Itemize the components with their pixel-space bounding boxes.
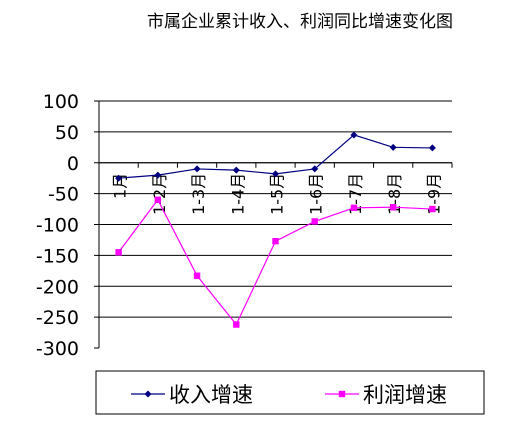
x-tick-label: 1-3月 bbox=[189, 173, 208, 215]
axes bbox=[94, 100, 453, 349]
data-point bbox=[311, 218, 318, 225]
data-point bbox=[350, 131, 358, 139]
series-line bbox=[118, 198, 433, 326]
data-point bbox=[272, 237, 279, 245]
y-tick-label: -50 bbox=[48, 184, 79, 206]
x-tick-label: 1月 bbox=[111, 173, 130, 199]
y-tick-label: -150 bbox=[36, 245, 79, 267]
y-tick-label: -300 bbox=[36, 338, 79, 360]
legend-marker bbox=[144, 390, 152, 398]
data-point bbox=[389, 143, 397, 151]
x-tick-label: 1-2月 bbox=[150, 173, 169, 215]
chart-title: 市属企业累计收入、利润同比增速变化图 bbox=[147, 12, 453, 32]
data-point bbox=[193, 165, 201, 173]
data-point bbox=[154, 196, 162, 203]
data-point bbox=[115, 249, 122, 256]
y-tick-labels: 100 50 0 -50 -100 -150 -200 -250 -300 bbox=[36, 91, 79, 360]
x-tick-label: 1-6月 bbox=[307, 173, 326, 215]
x-tick-label: 1-4月 bbox=[228, 173, 247, 215]
x-tick-label: 1-5月 bbox=[268, 173, 287, 215]
y-tick-label: -200 bbox=[36, 276, 79, 298]
y-tick-label: -100 bbox=[36, 215, 79, 237]
data-point bbox=[193, 272, 201, 279]
data-point bbox=[428, 144, 436, 152]
data-point bbox=[233, 321, 240, 328]
x-tick-labels: 1月 1-2月 1-3月 1-4月 1-5月 1-6月 1-7月 1-8月 1-9月 bbox=[111, 173, 444, 215]
legend-label: 利润增速 bbox=[363, 383, 447, 407]
legend-label: 收入增速 bbox=[169, 383, 253, 407]
series-group bbox=[115, 131, 436, 328]
x-tick-label: 1-9月 bbox=[424, 173, 443, 215]
data-point bbox=[115, 174, 123, 182]
data-point bbox=[429, 205, 436, 213]
data-point bbox=[389, 204, 397, 211]
legend-marker bbox=[338, 390, 346, 398]
y-tick-label: 50 bbox=[55, 122, 79, 144]
data-point bbox=[311, 165, 319, 173]
data-point bbox=[350, 204, 358, 212]
data-point bbox=[154, 171, 162, 179]
y-tick-label: 100 bbox=[43, 91, 79, 113]
y-tick-label: -250 bbox=[36, 307, 79, 329]
x-tick-label: 1-7月 bbox=[346, 173, 365, 215]
x-tick-label: 1-8月 bbox=[385, 173, 404, 215]
data-point bbox=[232, 166, 240, 174]
data-point bbox=[272, 170, 279, 178]
y-tick-label: 0 bbox=[67, 153, 79, 175]
legend: 收入增速 利润增速 bbox=[95, 370, 485, 415]
legend-box bbox=[95, 370, 485, 415]
